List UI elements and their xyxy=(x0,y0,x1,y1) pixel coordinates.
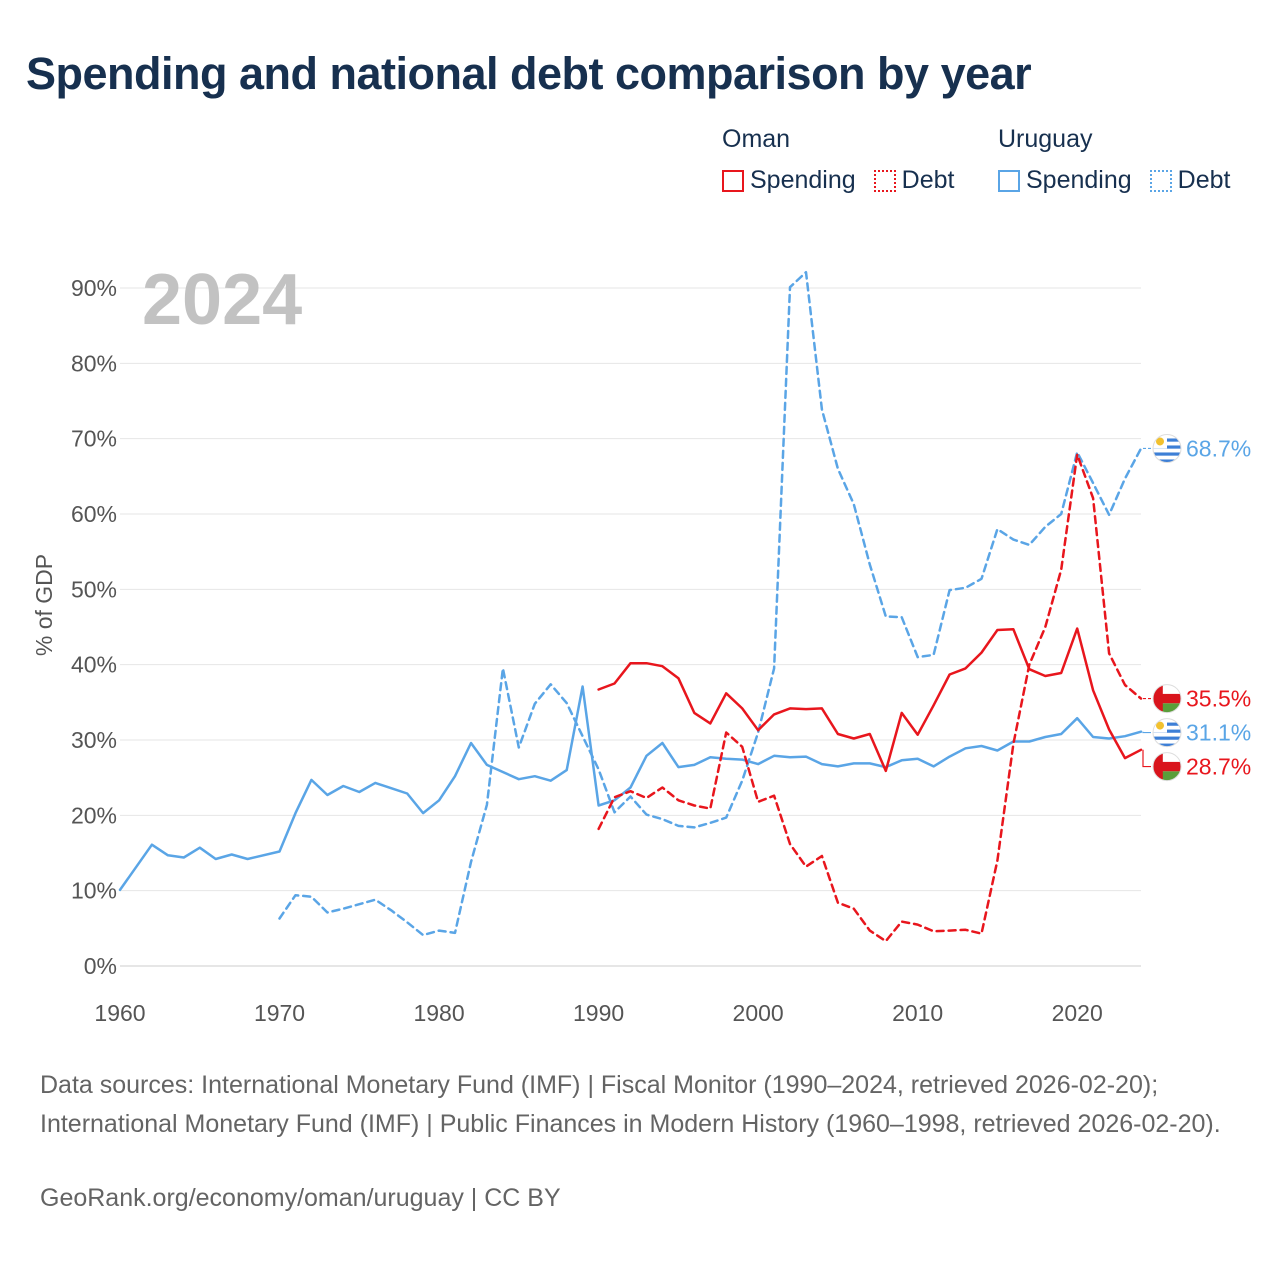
y-tick-label: 60% xyxy=(71,501,117,527)
flag-green xyxy=(1153,771,1181,781)
y-tick-label: 20% xyxy=(71,802,117,828)
x-tick-label: 2020 xyxy=(1052,1000,1103,1026)
oman-flag-icon xyxy=(1152,684,1182,714)
legend-group-uruguay: Uruguay Spending Debt xyxy=(998,124,1248,195)
y-tick-label: 10% xyxy=(71,878,117,904)
legend-country-uruguay: Uruguay xyxy=(998,125,1093,153)
year-watermark: 2024 xyxy=(142,260,302,340)
legend-label: Debt xyxy=(901,166,955,194)
end-labels: 68.7% 35.5% 31.1% 28.7% xyxy=(1142,433,1251,782)
flag-ring xyxy=(1152,684,1182,714)
oman-flag-icon xyxy=(1152,752,1182,782)
flag-red-hoist xyxy=(1153,684,1163,713)
legend-country-oman: Oman xyxy=(722,125,791,153)
legend-swatch-dotted xyxy=(873,169,896,192)
series-line-oman-debt xyxy=(597,453,1143,943)
flag-stripe xyxy=(1153,736,1181,740)
uruguay-flag-icon xyxy=(1152,718,1182,748)
x-tick-label: 1980 xyxy=(413,1000,464,1026)
x-tick-label: 2010 xyxy=(892,1000,943,1026)
gridlines xyxy=(120,287,1141,967)
series-line-uruguay-debt xyxy=(278,270,1143,937)
end-value-label: 35.5% xyxy=(1186,686,1251,712)
flag-ring xyxy=(1152,718,1182,748)
uruguay-flag-icon xyxy=(1152,433,1182,463)
y-tick-label: 0% xyxy=(84,953,117,979)
legend-label: Spending xyxy=(750,166,856,194)
flag-body xyxy=(1153,434,1181,463)
flag-body xyxy=(1153,684,1181,713)
flag-sun xyxy=(1156,721,1164,730)
x-tick-label: 1970 xyxy=(254,1000,305,1026)
legend-item-oman-debt[interactable]: Debt xyxy=(873,166,955,195)
y-tick-label: 30% xyxy=(71,727,117,753)
flag-stripe xyxy=(1153,743,1181,747)
series-line-oman-spending xyxy=(597,627,1143,773)
legend-label: Debt xyxy=(1177,166,1231,194)
data-sources-note: Data sources: International Monetary Fun… xyxy=(40,1071,1221,1138)
chart-title: Spending and national debt comparison by… xyxy=(26,48,1032,99)
legend-swatch-solid xyxy=(998,169,1020,192)
series-line-uruguay-spending xyxy=(118,685,1143,892)
legend-group-oman: Oman Spending Debt xyxy=(722,124,972,195)
y-tick-label: 90% xyxy=(71,275,117,301)
y-tick-label: 50% xyxy=(71,576,117,602)
end-label-connector xyxy=(1142,749,1151,768)
x-tick-label: 1990 xyxy=(573,1000,624,1026)
legend-item-uruguay-debt[interactable]: Debt xyxy=(1149,166,1231,195)
flag-body xyxy=(1153,752,1181,781)
y-axis-label: % of GDP xyxy=(31,554,57,656)
credit-link[interactable]: GeoRank.org/economy/oman/uruguay | CC BY xyxy=(40,1184,561,1212)
flag-sun xyxy=(1156,437,1164,446)
flag-stripe xyxy=(1153,459,1181,463)
x-tick-label: 1960 xyxy=(94,1000,145,1026)
legend-item-oman-spending[interactable]: Spending xyxy=(722,166,856,195)
flag-red-band xyxy=(1153,761,1181,772)
end-value-label: 31.1% xyxy=(1186,720,1251,746)
legend-item-uruguay-spending[interactable]: Spending xyxy=(998,166,1132,195)
flag-green xyxy=(1153,703,1181,713)
legend-swatch-solid xyxy=(722,169,744,192)
x-tick-label: 2000 xyxy=(733,1000,784,1026)
flag-ring xyxy=(1152,752,1182,782)
end-label-connector xyxy=(1142,731,1151,734)
end-value-label: 68.7% xyxy=(1186,435,1251,461)
y-tick-label: 40% xyxy=(71,652,117,678)
legend-swatch-dotted xyxy=(1149,169,1172,192)
flag-red-band xyxy=(1153,693,1181,704)
legend-label: Spending xyxy=(1026,166,1132,194)
axes: 0% 10% 20% 30% 40% 50% 60% 70% 80% 90% 1960 1970 198… xyxy=(71,275,1103,1026)
flag-stripe xyxy=(1153,452,1181,456)
series-lines xyxy=(118,270,1143,943)
y-tick-label: 70% xyxy=(71,426,117,452)
flag-ring xyxy=(1152,433,1182,463)
y-tick-label: 80% xyxy=(71,350,117,376)
end-value-label: 28.7% xyxy=(1186,754,1251,780)
flag-red-hoist xyxy=(1153,752,1163,781)
